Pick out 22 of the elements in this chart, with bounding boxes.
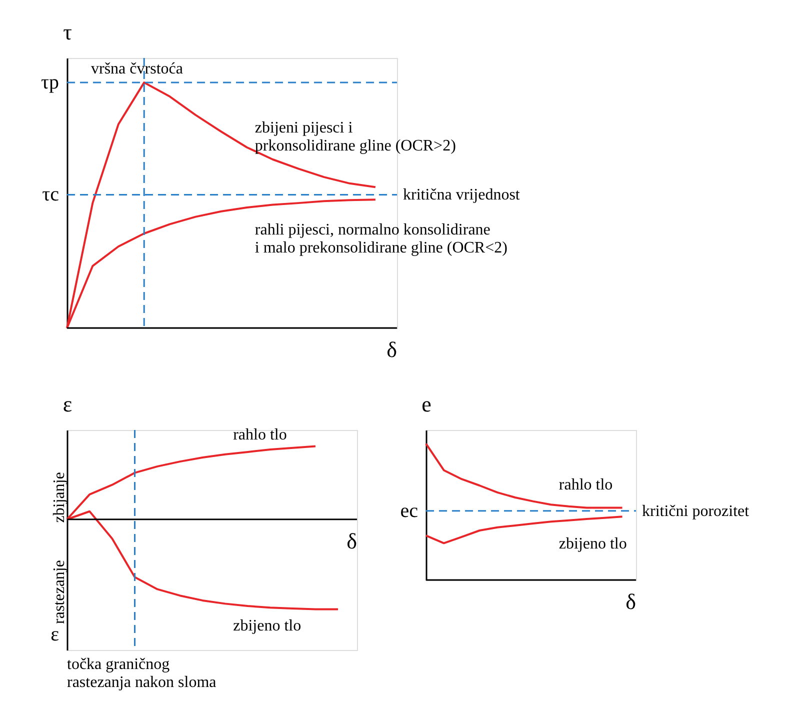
annotation: rastezanje <box>51 560 68 624</box>
text: τp <box>40 72 59 94</box>
text: ε <box>50 624 59 646</box>
series-label: rahli pijesci, normalno konsolidirane i malo prekonsolidirane gline (OCR<2) <box>254 221 508 256</box>
text: točka graničnog rastezanja nakon sloma <box>67 656 216 691</box>
ref-line-label: kritični porozitet <box>642 502 750 520</box>
series-label: zbijeno tlo <box>558 536 627 553</box>
series-label: rahlo tlo <box>233 426 287 444</box>
series-label: rahlo tlo <box>558 476 613 494</box>
x-axis-title: δ <box>346 528 357 554</box>
x-axis-title: δ <box>626 589 636 614</box>
x-axis-title: δ <box>386 337 397 362</box>
text: vršna čvrstoća <box>91 60 183 78</box>
ref-line-label: kritična vrijednost <box>403 186 520 204</box>
text: τc <box>42 184 60 206</box>
y-axis-title: e <box>422 392 432 416</box>
series-label: zbijeni pijesci i prkonsolidirane gline (OCR>2) <box>254 119 456 154</box>
series-label: zbijeno tlo <box>233 618 302 635</box>
text: ec <box>400 500 418 522</box>
y-axis-title: ε <box>62 392 72 416</box>
y-axis-title: τ <box>63 20 72 44</box>
annotation: zbijanje <box>51 472 68 523</box>
